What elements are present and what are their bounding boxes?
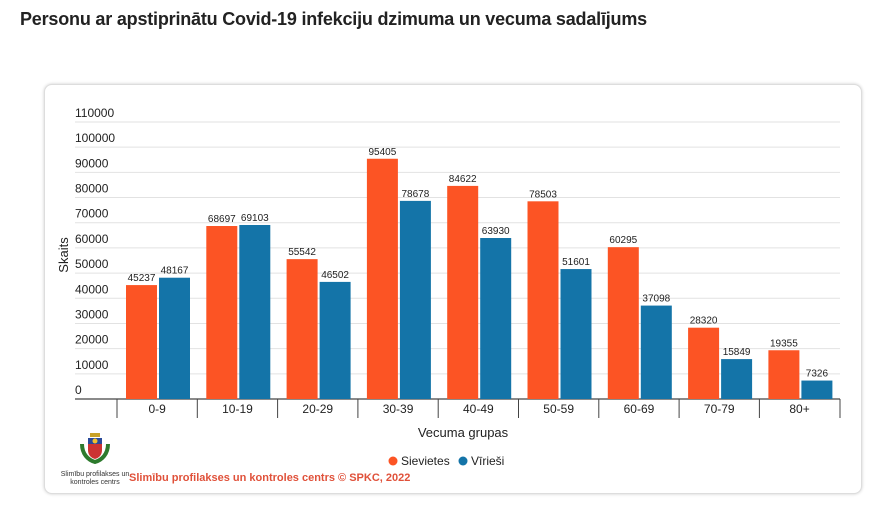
data-label: 37098 bbox=[642, 294, 670, 305]
data-label: 19355 bbox=[770, 338, 798, 349]
x-tick-label: 50-59 bbox=[543, 402, 574, 416]
credit-text: Slimību profilakses un kontroles centrs … bbox=[129, 472, 411, 484]
bar-sievietes bbox=[126, 285, 157, 399]
y-tick-label: 110000 bbox=[75, 106, 114, 120]
data-label: 68697 bbox=[208, 214, 236, 225]
y-tick-label: 0 bbox=[75, 383, 82, 397]
data-label: 95405 bbox=[368, 147, 396, 158]
bar-sievietes bbox=[527, 201, 559, 399]
bar-sievietes bbox=[366, 158, 398, 399]
data-label: 15849 bbox=[723, 347, 751, 358]
data-label: 48167 bbox=[161, 266, 189, 277]
y-tick-label: 40000 bbox=[75, 282, 109, 296]
data-label: 51601 bbox=[562, 257, 590, 268]
x-tick-label: 30-39 bbox=[383, 402, 414, 416]
bar-sievietes bbox=[607, 247, 639, 399]
x-axis-title: Vecuma grupas bbox=[418, 425, 509, 440]
y-axis-title: Skaits bbox=[56, 237, 71, 273]
bar-virési bbox=[560, 269, 592, 399]
bar-virési bbox=[399, 200, 431, 399]
x-tick-label: 0-9 bbox=[148, 402, 166, 416]
data-label: 55542 bbox=[288, 247, 316, 258]
data-label: 69103 bbox=[241, 213, 269, 224]
data-label: 78503 bbox=[529, 189, 557, 200]
y-tick-label: 90000 bbox=[75, 156, 109, 170]
y-tick-label: 20000 bbox=[75, 333, 109, 347]
y-tick-label: 60000 bbox=[75, 232, 109, 246]
data-label: 60295 bbox=[609, 235, 637, 246]
x-tick-label: 10-19 bbox=[222, 402, 253, 416]
x-tick-label: 80+ bbox=[789, 402, 809, 416]
coat-of-arms-icon bbox=[80, 433, 110, 465]
legend-label: Sievietes bbox=[401, 454, 450, 468]
data-label: 78678 bbox=[401, 189, 429, 200]
data-label: 28320 bbox=[690, 316, 718, 327]
legend-label: Vīrieši bbox=[471, 454, 504, 468]
data-label: 84622 bbox=[449, 174, 477, 185]
x-tick-label: 40-49 bbox=[463, 402, 494, 416]
y-tick-label: 70000 bbox=[75, 207, 109, 221]
x-tick-label: 60-69 bbox=[624, 402, 655, 416]
x-tick-label: 70-79 bbox=[704, 402, 735, 416]
bar-sievietes bbox=[286, 259, 318, 399]
bar-virési bbox=[480, 238, 512, 399]
bar-sievietes bbox=[768, 350, 800, 399]
y-tick-label: 10000 bbox=[75, 358, 109, 372]
bar-virési bbox=[239, 224, 271, 399]
data-label: 45237 bbox=[128, 273, 156, 284]
logo-text: Slimību profilakses un kontroles centrs bbox=[60, 471, 130, 486]
data-label: 46502 bbox=[321, 270, 349, 281]
x-tick-label: 20-29 bbox=[302, 402, 333, 416]
bar-virési bbox=[721, 359, 753, 399]
bar-sievietes bbox=[688, 327, 720, 399]
bar-sievietes bbox=[447, 185, 479, 399]
bar-sievietes bbox=[206, 226, 238, 399]
legend-marker bbox=[388, 456, 398, 466]
spkc-logo: Slimību profilakses un kontroles centrs bbox=[60, 430, 130, 487]
page-title: Personu ar apstiprinātu Covid-19 infekci… bbox=[20, 9, 647, 29]
data-label: 7326 bbox=[806, 369, 829, 380]
data-label: 63930 bbox=[482, 226, 510, 237]
bar-virési bbox=[159, 277, 190, 399]
bar-virési bbox=[801, 380, 833, 399]
y-tick-label: 80000 bbox=[75, 182, 109, 196]
y-tick-label: 50000 bbox=[75, 257, 109, 271]
legend-marker bbox=[458, 456, 468, 466]
y-tick-label: 30000 bbox=[75, 307, 109, 321]
bar-virési bbox=[640, 305, 672, 399]
bar-virési bbox=[319, 281, 351, 399]
y-tick-label: 100000 bbox=[75, 131, 115, 145]
